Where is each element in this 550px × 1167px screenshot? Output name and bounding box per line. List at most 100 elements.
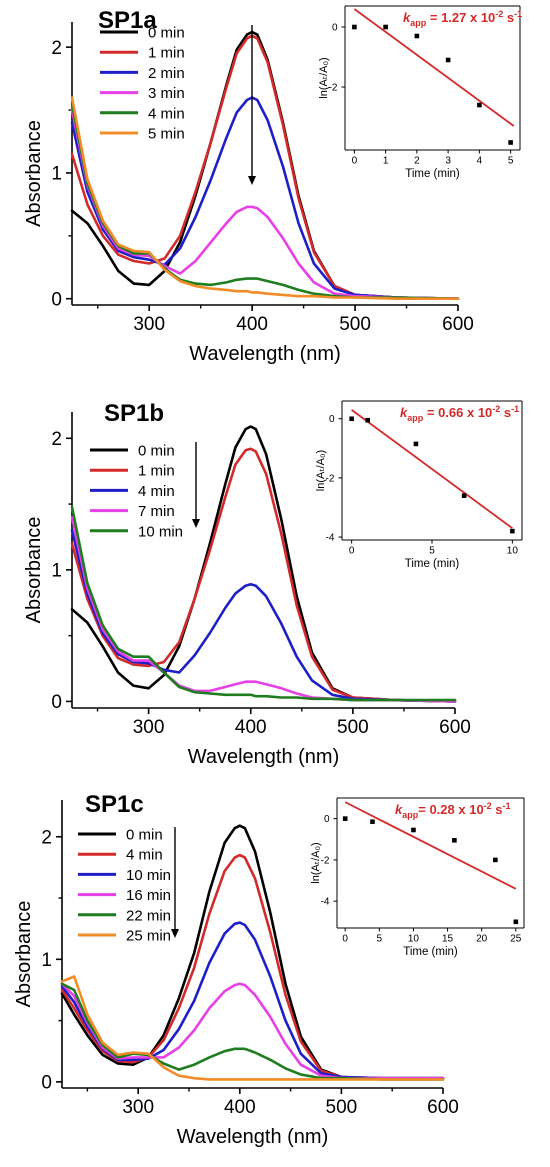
panel-2-y-tick-label: 0 <box>51 692 62 713</box>
inset-3-y-tick-label: -4 <box>321 897 330 908</box>
panel-3-legend-label: 10 min <box>126 867 171 884</box>
panel-1-series-line-5-min <box>70 96 460 301</box>
inset-3-rate-constant-annotation: kapp= 0.28 x 10-2 s-1 <box>395 801 511 820</box>
panel-3-time-arrow-head <box>171 929 179 938</box>
panel-3-series-line-0-min <box>60 824 445 1080</box>
inset-1-data-point <box>383 24 388 30</box>
panel-1-x-axis-label: Wavelength (nm) <box>189 343 341 365</box>
inset-2-y-tick-label: -2 <box>326 473 335 484</box>
panel-2-title: SP1b <box>104 400 164 427</box>
inset-3-fit-line <box>344 801 517 890</box>
panel-2-legend-label: 0 min <box>138 443 175 460</box>
panel-2-x-axis-label: Wavelength (nm) <box>188 746 340 768</box>
panel-1-title: SP1a <box>98 7 157 34</box>
inset-3-data-point <box>342 816 348 821</box>
inset-3-x-tick-label: 25 <box>510 934 522 945</box>
inset-3-data-point <box>411 827 416 833</box>
inset-1-data-point <box>352 24 357 30</box>
inset-1-x-tick-label: 5 <box>508 156 514 167</box>
inset-3-data-point <box>513 919 519 925</box>
inset-1-rate-constant-annotation: kapp = 1.27 x 10-2 s-1 <box>403 9 522 28</box>
inset-2-data-point <box>365 417 371 423</box>
panel-1-y-tick-label: 2 <box>51 38 62 59</box>
panel-1-y-tick-label: 1 <box>51 164 62 185</box>
inset-2-y-tick-label: 0 <box>329 414 335 425</box>
inset-1-data-point <box>445 57 451 63</box>
panel-3-legend-label: 16 min <box>126 887 171 904</box>
panel-2-legend: 0 min 1 min 4 min 7 min 10 min <box>90 443 183 540</box>
inset-3-y-tick-label: 0 <box>324 814 330 825</box>
inset-3-x-tick-label: 20 <box>476 934 488 945</box>
inset-2-x-axis-label: Time (min) <box>405 558 460 570</box>
inset-2-y-tick-label: -4 <box>326 533 335 544</box>
panel-3-x-tick-label: 400 <box>224 1097 256 1118</box>
inset-3-data-point <box>493 857 498 863</box>
panel-3-series-line-25-min <box>60 975 445 1081</box>
panel-1-series-line-3-min <box>70 108 460 301</box>
panel-2-legend-label: 10 min <box>138 523 183 540</box>
panel-3-y-axis-label: Absorbance <box>13 901 35 1008</box>
inset-3-data-point <box>452 838 457 843</box>
panel-3-y-tick-label: 0 <box>41 1073 52 1094</box>
panel-1-series-line-2-min <box>70 96 460 301</box>
inset-1-data-point <box>414 33 420 39</box>
panel-3-x-tick-label: 300 <box>122 1097 154 1118</box>
inset-2-data-point <box>461 493 467 498</box>
inset-2-x-tick-label: 10 <box>507 546 519 557</box>
inset-1-x-tick-label: 3 <box>445 156 451 167</box>
inset-2-y-axis-label: ln(Aₜ/A₀) <box>315 450 327 491</box>
inset-1-x-tick-label: 0 <box>352 156 358 167</box>
inset-3-x-tick-label: 15 <box>442 934 454 945</box>
panel-3-legend-label: 4 min <box>126 847 163 864</box>
panel-2-x-tick-label: 600 <box>439 717 471 738</box>
panel-1-legend: 0 min 1 min 2 min 3 min 4 min 5 min <box>100 25 185 143</box>
panel-1-legend-label: 4 min <box>148 105 185 122</box>
panel-1-y-tick-label: 0 <box>51 289 62 310</box>
panel-1-legend-label: 5 min <box>148 126 185 143</box>
inset-2-axes: 0 5 10 0 -2 -4 <box>326 400 523 557</box>
inset-2-background <box>312 397 526 576</box>
inset-3-x-tick-label: 10 <box>408 934 420 945</box>
panel-2-series-line-1-min <box>70 447 457 703</box>
inset-2-fit-line <box>351 409 513 529</box>
panel-2-y-tick-label: 2 <box>51 429 62 450</box>
inset-1-x-tick-label: 4 <box>477 156 483 167</box>
inset-1-y-tick-label: 0 <box>332 23 338 34</box>
inset-1-fit-line <box>353 8 515 127</box>
inset-3-x-axis-label: Time (min) <box>403 946 458 958</box>
panel-2-series-line-0-min <box>70 425 457 703</box>
inset-1-x-axis-label: Time (min) <box>405 168 460 180</box>
inset-1-background <box>315 2 524 186</box>
inset-1-y-tick-label: -2 <box>329 83 338 94</box>
inset-3-y-tick-label: -2 <box>321 855 330 866</box>
panel-1-x-tick-label: 400 <box>236 314 268 335</box>
panel-1-series-group <box>70 30 460 301</box>
inset-2-data-point <box>510 528 515 534</box>
panel-3-x-tick-label: 500 <box>326 1097 358 1118</box>
panel-2-time-arrow-head <box>192 519 200 528</box>
panel-1-y-axis-label: Absorbance <box>23 120 45 227</box>
panel-2-y-tick-label: 1 <box>51 561 62 582</box>
panel-1-x-tick-label: 600 <box>442 314 474 335</box>
inset-3-y-axis-label: ln(Aₜ/A₀) <box>310 842 322 883</box>
panel-3-y-tick-label: 1 <box>41 950 52 971</box>
panel-2-series-line-10-min <box>70 505 457 702</box>
panel-3-legend-label: 22 min <box>126 907 171 924</box>
panel-3-title: SP1c <box>85 791 144 818</box>
panel-2-x-tick-label: 400 <box>235 717 267 738</box>
panel-1-legend-label: 3 min <box>148 85 185 102</box>
inset-3-x-tick-label: 0 <box>342 934 348 945</box>
panel-3-legend-label: 25 min <box>126 928 171 945</box>
panel-2-legend-label: 7 min <box>138 503 175 520</box>
panel-2-x-tick-label: 300 <box>133 717 165 738</box>
inset-2-x-tick-label: 5 <box>429 546 435 557</box>
panel-2-series-group <box>70 425 457 703</box>
panel-1-legend-label: 1 min <box>148 45 185 62</box>
panel-1-series-line-4-min <box>70 102 460 301</box>
panel-1-legend-label: 2 min <box>148 65 185 82</box>
inset-1-axes: 0 1 2 3 4 5 0 -2 <box>329 5 521 167</box>
